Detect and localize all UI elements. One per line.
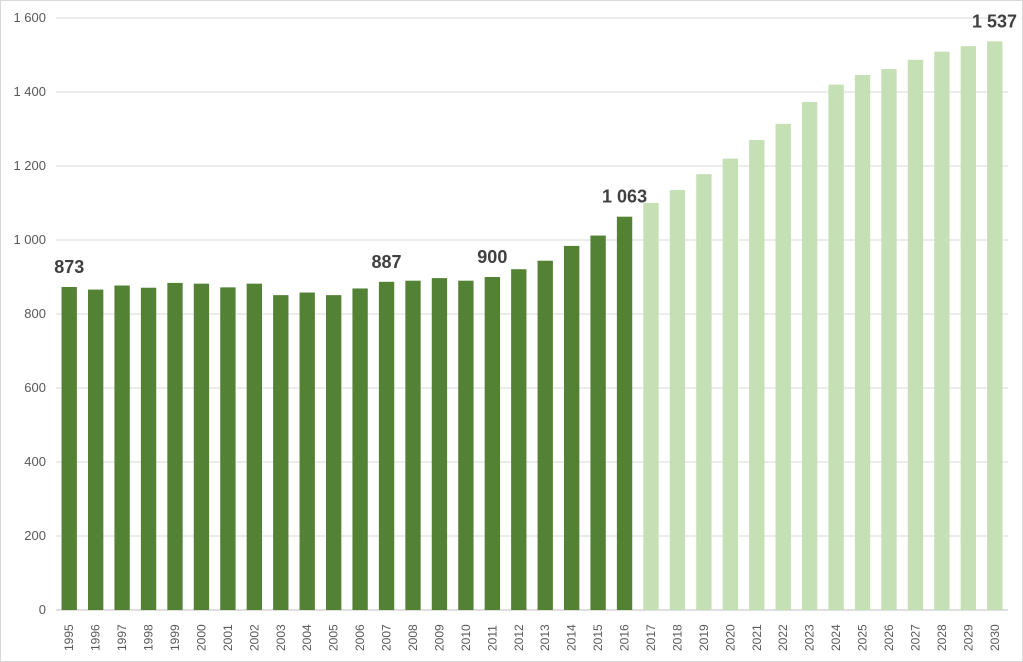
x-tick-label: 2026 — [882, 624, 896, 651]
bar-2026 — [881, 69, 896, 610]
x-tick-label: 2003 — [274, 624, 288, 651]
y-axis-ticks: 0 200 400 600 800 1 000 1 200 1 400 1 600 — [13, 10, 46, 617]
bar-2004 — [300, 293, 315, 610]
x-tick-label: 1998 — [142, 624, 156, 651]
x-tick-label: 2010 — [459, 624, 473, 651]
bar-2014 — [564, 246, 579, 610]
x-tick-label: 2001 — [221, 624, 235, 651]
x-tick-label: 1997 — [115, 624, 129, 651]
bar-2012 — [511, 269, 526, 610]
x-tick-label: 2017 — [644, 624, 658, 651]
bar-2025 — [855, 75, 870, 610]
bar-2002 — [247, 284, 262, 610]
x-tick-label: 1996 — [89, 624, 103, 651]
x-tick-label: 2023 — [803, 624, 817, 651]
bar-2011 — [485, 277, 500, 610]
x-axis-ticks: 1995 1996 1997 1998 1999 2000 2001 2002 2003 2004… — [62, 624, 1002, 651]
bar-2015 — [590, 236, 605, 610]
bar-2021 — [749, 140, 764, 610]
bar-2028 — [934, 52, 949, 610]
x-tick-label: 1995 — [62, 624, 76, 651]
x-tick-label: 2021 — [750, 624, 764, 651]
bar-2020 — [723, 159, 738, 610]
y-tick-label: 800 — [24, 306, 46, 321]
x-tick-label: 2024 — [829, 624, 843, 651]
bar-2030 — [987, 41, 1002, 610]
bar-2029 — [961, 46, 976, 610]
bar-1995 — [62, 287, 77, 610]
x-tick-label: 2028 — [935, 624, 949, 651]
bars — [62, 41, 1003, 610]
x-tick-label: 2004 — [300, 624, 314, 651]
bar-2019 — [696, 174, 711, 610]
x-tick-label: 2002 — [247, 624, 261, 651]
x-tick-label: 2027 — [908, 624, 922, 651]
x-tick-label: 2029 — [961, 624, 975, 651]
x-tick-label: 2012 — [512, 624, 526, 651]
x-tick-label: 2015 — [591, 624, 605, 651]
data-label-2016: 1 063 — [602, 187, 647, 207]
x-tick-label: 2018 — [670, 624, 684, 651]
bar-2009 — [432, 278, 447, 610]
x-tick-label: 2009 — [432, 624, 446, 651]
bar-1999 — [167, 283, 182, 610]
x-tick-label: 2013 — [538, 624, 552, 651]
x-tick-label: 2008 — [406, 624, 420, 651]
x-tick-label: 2005 — [327, 624, 341, 651]
x-tick-label: 2007 — [380, 624, 394, 651]
y-tick-label: 1 400 — [13, 84, 46, 99]
bar-2024 — [828, 85, 843, 610]
y-tick-label: 1 600 — [13, 10, 46, 25]
bar-2006 — [352, 288, 367, 610]
x-tick-label: 2006 — [353, 624, 367, 651]
bar-2017 — [643, 203, 658, 610]
x-tick-label: 1999 — [168, 624, 182, 651]
data-label-2030: 1 537 — [972, 11, 1017, 31]
x-tick-label: 2022 — [776, 624, 790, 651]
x-tick-label: 2011 — [485, 625, 499, 651]
bar-1998 — [141, 288, 156, 610]
bar-2001 — [220, 287, 235, 610]
data-label-2007: 887 — [372, 252, 402, 272]
bar-2023 — [802, 102, 817, 610]
bar-2018 — [670, 190, 685, 610]
bar-2022 — [776, 124, 791, 610]
bar-1997 — [114, 286, 129, 610]
data-labels: 873 887 900 1 063 1 537 — [54, 11, 1017, 277]
bar-2027 — [908, 60, 923, 610]
x-tick-label: 2000 — [194, 624, 208, 651]
data-label-1995: 873 — [54, 257, 84, 277]
bar-2016 — [617, 217, 632, 610]
x-tick-label: 2019 — [697, 624, 711, 651]
bar-2007 — [379, 282, 394, 610]
y-tick-label: 1 200 — [13, 158, 46, 173]
x-tick-label: 2016 — [618, 624, 632, 651]
bar-2003 — [273, 295, 288, 610]
y-tick-label: 0 — [39, 602, 46, 617]
x-tick-label: 2025 — [856, 624, 870, 651]
bar-2013 — [538, 261, 553, 610]
bar-2000 — [194, 284, 209, 610]
y-tick-label: 400 — [24, 454, 46, 469]
bar-2008 — [405, 281, 420, 610]
bar-2005 — [326, 295, 341, 610]
bar-2010 — [458, 281, 473, 610]
y-tick-label: 1 000 — [13, 232, 46, 247]
y-tick-label: 600 — [24, 380, 46, 395]
data-label-2011: 900 — [477, 247, 507, 267]
x-tick-label: 2020 — [723, 624, 737, 651]
x-tick-label: 2030 — [988, 624, 1002, 651]
bar-1996 — [88, 290, 103, 610]
y-tick-label: 200 — [24, 528, 46, 543]
x-tick-label: 2014 — [565, 624, 579, 651]
